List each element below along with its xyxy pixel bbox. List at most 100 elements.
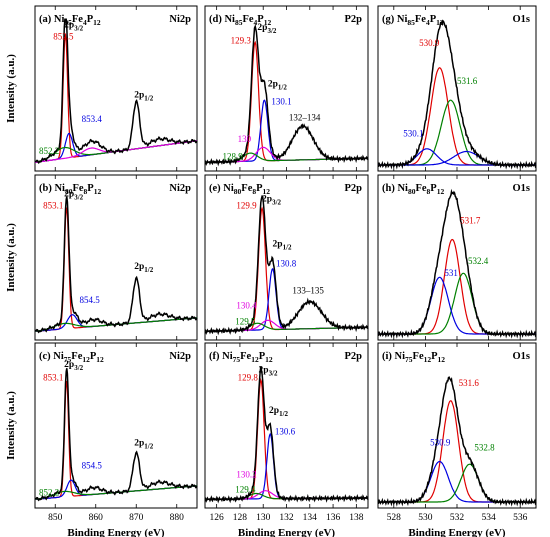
y-axis-title-a: Intensity (a.u.) [5,54,17,123]
peak-label-d-3: 130.1 [271,96,291,106]
peak-label-d-1: 129.3 [231,36,252,46]
envelope-curve-f [204,366,369,504]
component-curve-i-0 [378,400,536,503]
peak-label-c-1: 853.1 [43,373,63,383]
peak-label-e-3: 130.8 [276,259,297,269]
x-tick-label-i-1: 530 [418,513,433,523]
peak-label-f-5: 129.4 [235,485,256,495]
panel-frame-c [34,342,198,509]
component-curve-h-1 [378,272,536,335]
peak-label-c-2: 854.5 [82,460,103,470]
x-tick-label-c-3: 880 [170,513,185,523]
envelope-curve-i [377,376,537,507]
panel-label-f: (f) Ni75Fe12P12 [209,351,273,364]
peak-label-d-0: 2p3/2 [257,23,276,35]
peak-label-i-2: 532.8 [474,443,495,453]
peak-label-f-4: 130.2 [236,470,256,480]
y-axis-title-b: Intensity (a.u.) [5,223,17,292]
region-label-i: O1s [512,351,530,362]
envelope-curve-e [204,195,369,336]
panel-label-c: (c) Ni75Fe12P12 [39,351,104,364]
peak-label-h-1: 532.4 [468,256,489,266]
x-tick-label-f-5: 136 [326,513,341,523]
component-curve-f-1 [205,432,369,500]
x-axis-title-f: Binding Energy (eV) [238,527,336,537]
peak-label-c-4: 2p1/2 [134,438,153,450]
x-tick-label-c-1: 860 [89,513,104,523]
peak-label-g-0: 530.9 [419,38,440,48]
peak-label-i-0: 531.6 [459,378,480,388]
envelope-curve-h [377,188,537,339]
region-label-a: Ni2p [169,14,191,25]
peak-label-f-1: 2p3/2 [259,365,278,377]
component-curve-f-0 [205,378,369,500]
envelope-curve-d [204,23,369,167]
peak-label-i-1: 530.9 [430,437,451,447]
peak-label-e-1: 2p3/2 [262,195,281,207]
peak-label-b-1: 853.1 [43,200,63,210]
peak-label-g-1: 531.6 [457,76,478,86]
peak-label-e-5: 129.5 [235,317,256,327]
region-label-e: P2p [344,183,362,194]
peak-label-a-0: 2p3/2 [64,20,83,32]
peak-label-h-2: 531 [444,268,458,278]
panel-label-d: (d) Ni85Fe4P12 [209,14,271,27]
peak-label-a-1: 852.5 [53,31,74,41]
region-label-c: Ni2p [169,351,191,362]
peak-label-d-5: 128.9 [222,152,243,162]
peak-label-f-2: 2p1/2 [269,406,288,418]
envelope-curve-g [377,19,537,170]
peak-label-e-4: 130.4 [236,300,257,310]
peak-label-b-3: 2p1/2 [134,262,153,274]
x-tick-label-f-0: 126 [210,513,225,523]
x-tick-label-f-1: 128 [233,513,248,523]
peak-label-d-6: 132–134 [289,112,321,122]
panel-label-i: (i) Ni75Fe12P12 [382,351,445,364]
peak-label-a-4: 2p1/2 [134,91,153,103]
envelope-curve-b [34,196,198,334]
peak-label-c-0: 2p3/2 [64,360,83,372]
peak-label-a-2: 853.4 [82,114,103,124]
peak-label-e-6: 133–135 [292,286,324,296]
x-axis-title-i: Binding Energy (eV) [408,527,506,537]
peak-label-b-0: 2p3/2 [64,189,83,201]
x-tick-label-i-2: 532 [450,513,465,523]
component-curve-i-1 [378,460,536,503]
panel-label-a: (a) Ni85Fe4P12 [39,14,101,27]
panel-label-e: (e) Ni80Fe8P12 [209,183,270,196]
x-tick-label-i-0: 528 [387,513,402,523]
panel-frame-a [34,5,198,172]
x-tick-label-f-3: 132 [279,513,294,523]
y-axis-title-c: Intensity (a.u.) [5,391,17,460]
x-tick-label-i-4: 536 [513,513,528,523]
panel-frame-e [204,174,369,341]
region-label-f: P2p [344,351,362,362]
x-tick-label-f-4: 134 [303,513,318,523]
peak-label-f-3: 130.6 [275,427,296,437]
peak-label-g-2: 530.1 [403,129,423,139]
panel-label-g: (g) Ni85Fe4P12 [382,14,444,27]
region-label-d: P2p [344,14,362,25]
x-tick-label-i-3: 534 [481,513,496,523]
component-curve-c-0 [34,380,198,500]
panel-label-b: (b) Ni80Fe8P12 [39,183,101,196]
panel-frame-b [34,174,198,341]
component-curve-e-0 [205,206,368,332]
peak-label-a-3: 852.2 [39,146,59,156]
peak-label-e-0: 129.9 [236,200,257,210]
peak-label-b-2: 854.5 [80,295,101,305]
peak-label-d-2: 2p1/2 [268,80,287,92]
x-tick-label-f-6: 138 [349,513,364,523]
region-label-b: Ni2p [169,183,191,194]
component-curve-e-1 [205,267,368,332]
region-label-g: O1s [512,14,530,25]
envelope-curve-c [34,368,198,502]
peak-label-f-0: 129.8 [238,373,259,383]
x-tick-label-c-2: 870 [129,513,144,523]
envelope-curve-a [34,18,198,164]
panel-frame-f [204,342,369,509]
panel-label-h: (h) Ni80Fe8P12 [382,183,444,196]
region-label-h: O1s [512,183,530,194]
x-axis-title-c: Binding Energy (eV) [67,527,165,537]
